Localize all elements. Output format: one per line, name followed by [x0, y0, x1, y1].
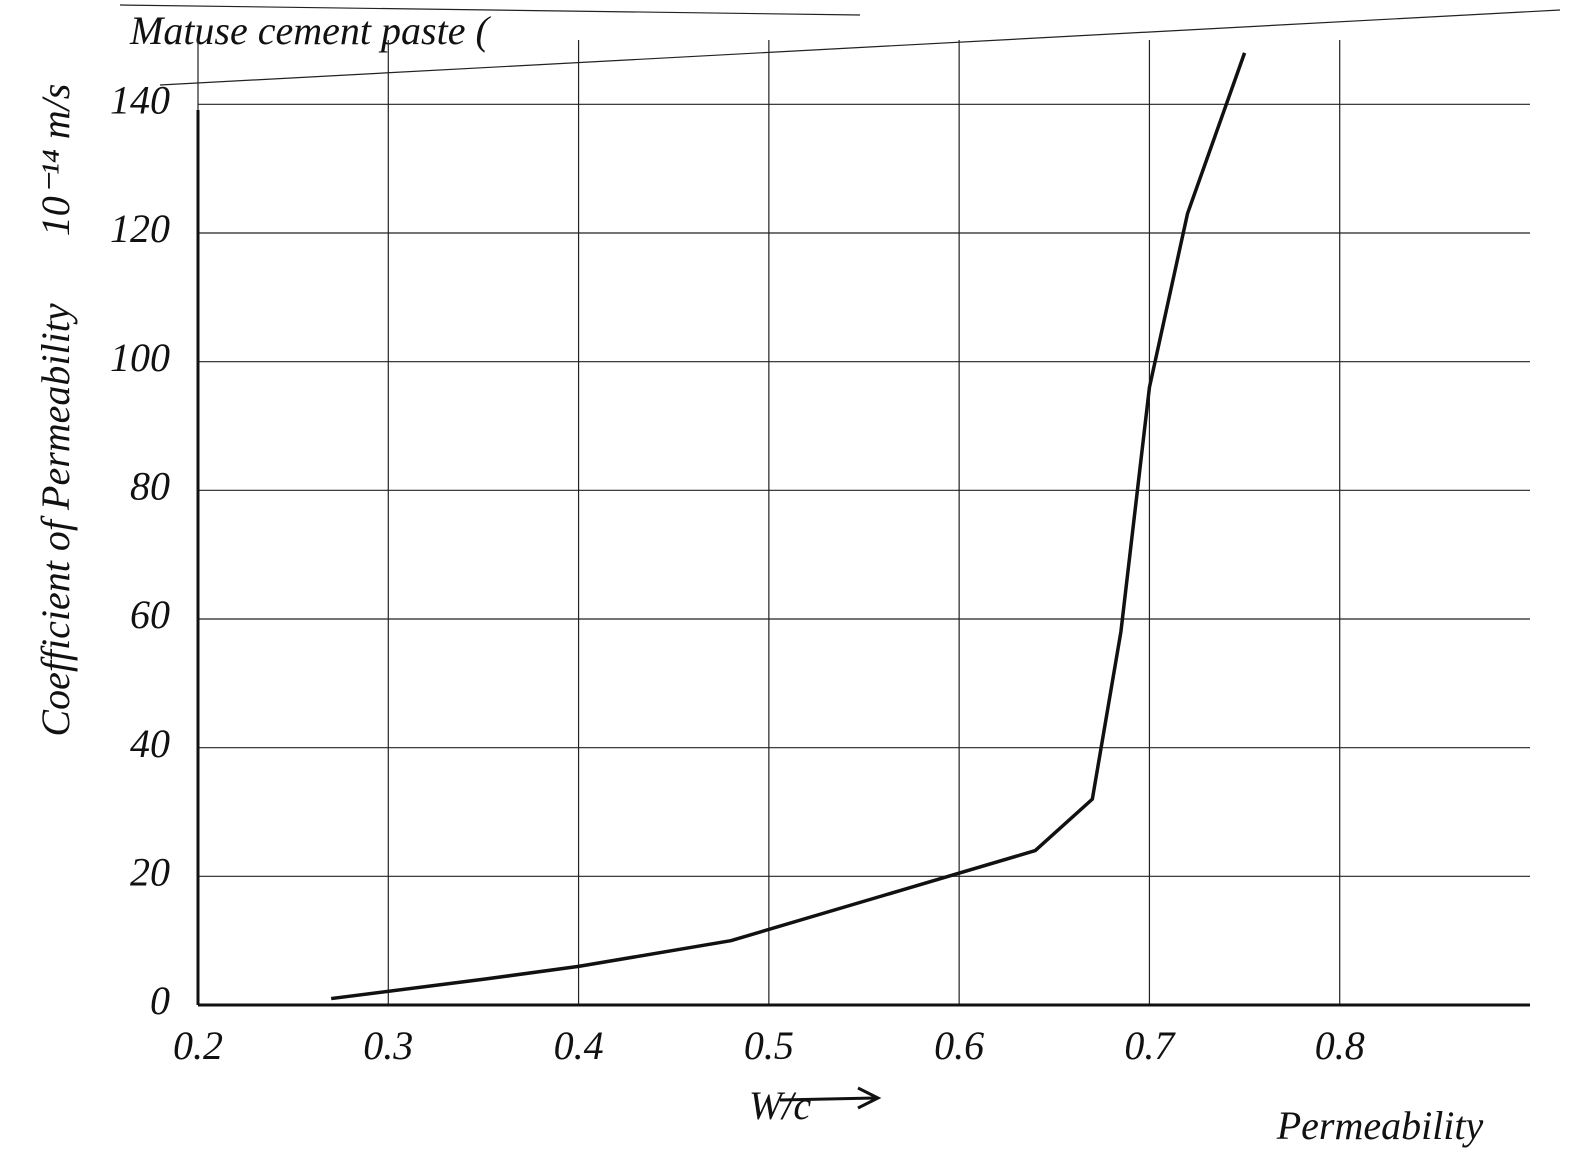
x-tick-label: 0.2: [173, 1023, 223, 1068]
annotation: Permeability: [1276, 1103, 1484, 1148]
y-tick-label: 20: [130, 850, 170, 895]
y-tick-label: 140: [110, 78, 170, 123]
y-tick-label: 120: [110, 206, 170, 251]
chart-title: Matuse cement paste (: [129, 8, 491, 53]
y-tick-label: 60: [130, 592, 170, 637]
x-tick-label: 0.5: [744, 1023, 794, 1068]
y-tick-label: 100: [110, 335, 170, 380]
y-axis-unit: 10⁻¹⁴ m/s: [33, 84, 78, 237]
y-axis-label: Coefficient of Permeability: [33, 303, 78, 736]
y-tick-label: 80: [130, 464, 170, 509]
x-tick-label: 0.6: [934, 1023, 984, 1068]
arrow: [780, 1098, 875, 1100]
chart: Matuse cement paste ( W/c Permeability C…: [0, 0, 1593, 1174]
x-axis-label: W/c: [749, 1083, 811, 1128]
y-tick-label: 0: [150, 978, 170, 1023]
x-tick-label: 0.4: [554, 1023, 604, 1068]
x-tick-label: 0.7: [1124, 1023, 1176, 1068]
x-tick-label: 0.8: [1315, 1023, 1365, 1068]
data-line: [331, 53, 1244, 999]
y-tick-label: 40: [130, 721, 170, 766]
x-tick-label: 0.3: [363, 1023, 413, 1068]
